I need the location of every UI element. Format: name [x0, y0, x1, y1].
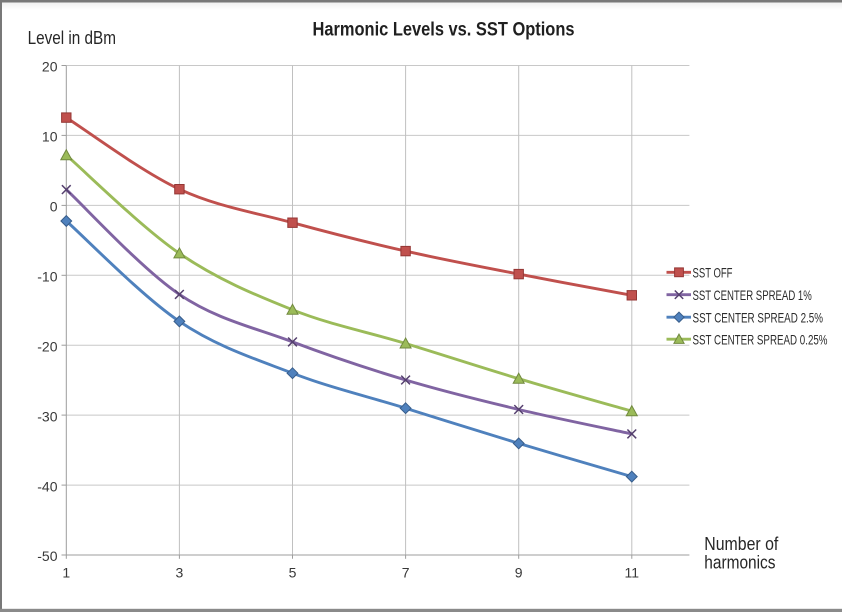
- svg-text:11: 11: [625, 565, 640, 581]
- svg-text:Harmonic Levels vs. SST Option: Harmonic Levels vs. SST Options: [313, 20, 575, 41]
- svg-text:-50: -50: [37, 548, 57, 564]
- svg-text:-40: -40: [37, 478, 57, 494]
- svg-text:20: 20: [42, 59, 58, 75]
- svg-text:9: 9: [515, 565, 523, 581]
- svg-text:-10: -10: [37, 269, 57, 285]
- svg-text:0: 0: [50, 199, 58, 215]
- svg-text:Level in dBm: Level in dBm: [28, 27, 116, 48]
- svg-text:SST CENTER SPREAD 2.5%: SST CENTER SPREAD 2.5%: [693, 309, 824, 325]
- svg-text:5: 5: [289, 565, 297, 581]
- svg-text:7: 7: [402, 565, 410, 581]
- svg-text:Number of: Number of: [704, 534, 779, 554]
- svg-text:3: 3: [176, 565, 184, 581]
- svg-text:-30: -30: [37, 408, 57, 424]
- svg-text:10: 10: [42, 129, 58, 145]
- svg-text:1: 1: [62, 565, 70, 581]
- svg-text:-20: -20: [37, 338, 57, 354]
- svg-text:SST CENTER SPREAD 1%: SST CENTER SPREAD 1%: [693, 287, 812, 303]
- svg-text:SST OFF: SST OFF: [693, 265, 733, 281]
- svg-text:harmonics: harmonics: [704, 553, 775, 573]
- svg-text:SST CENTER SPREAD 0.25%: SST CENTER SPREAD 0.25%: [693, 331, 828, 347]
